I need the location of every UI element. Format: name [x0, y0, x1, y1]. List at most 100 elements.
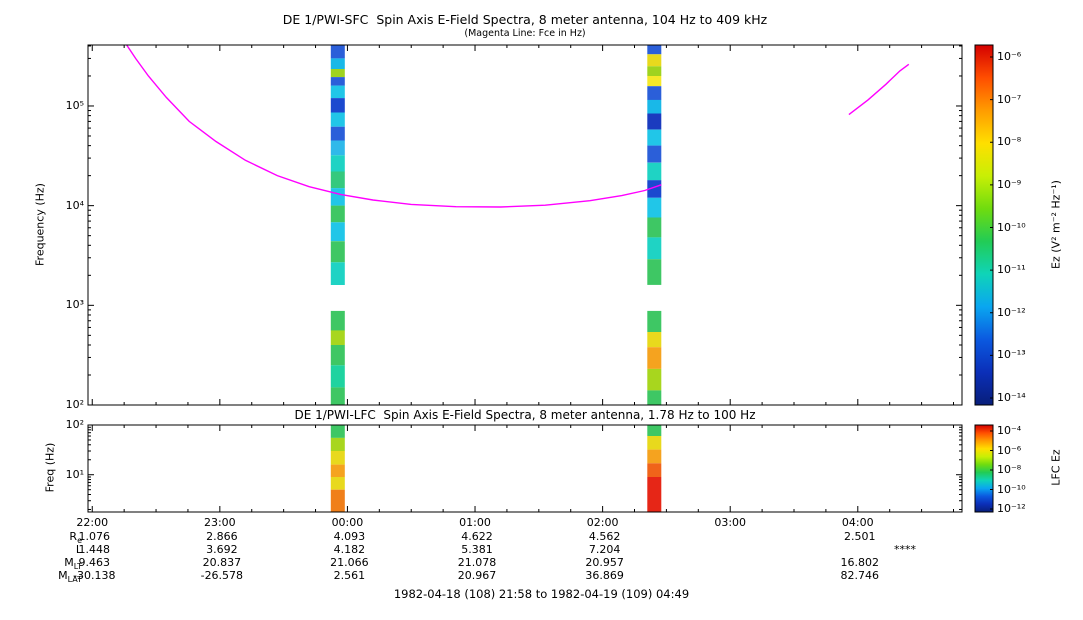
- time-tick-label: 01:00: [459, 516, 491, 529]
- spectrogram-segment: [330, 437, 345, 451]
- spectrogram-segment: [330, 77, 345, 86]
- spectrogram-segment: [330, 98, 345, 113]
- colorbar-tick-label: 10⁻¹⁰: [997, 220, 1026, 234]
- y-tick-label: 10³: [65, 298, 84, 312]
- ephemeris-value: 4.093: [333, 530, 366, 543]
- ephemeris-value: 4.182: [333, 543, 366, 556]
- spectrogram-segment: [647, 436, 662, 450]
- spectrogram-segment: [330, 477, 345, 490]
- ephemeris-value: 2.561: [333, 569, 366, 582]
- fce-line: [126, 44, 662, 208]
- lfc-colorbar-label: LFC Ez: [1049, 449, 1063, 486]
- spectrogram-segment: [647, 113, 662, 130]
- ephemeris-value: 20.967: [457, 569, 497, 582]
- colorbar-tick-label: 10⁻¹⁴: [997, 391, 1026, 404]
- time-tick-label: 02:00: [586, 516, 619, 529]
- ephemeris-value: 20.837: [202, 556, 242, 569]
- ephemeris-value: 4.622: [461, 530, 493, 543]
- spectrogram-segment: [330, 451, 345, 465]
- spectrogram-segment: [647, 425, 662, 436]
- ephemeris-value: 1.076: [78, 530, 110, 543]
- colorbar-tick-label: 10⁻¹¹: [997, 263, 1026, 277]
- spectrogram-segment: [330, 126, 345, 141]
- spectrogram-segment: [647, 76, 662, 87]
- ephemeris-row-label: MLAT: [58, 569, 82, 585]
- spectrogram-segment: [330, 387, 345, 405]
- ephemeris-row-label: MLT: [64, 556, 82, 572]
- spectrogram-segment: [647, 332, 662, 348]
- spectrogram-segment: [330, 155, 345, 172]
- colorbar-tick-label: 10⁻⁶: [997, 443, 1022, 457]
- spectrogram-segment: [647, 259, 662, 285]
- colorbar: [974, 424, 994, 513]
- ephemeris-value: ****: [894, 543, 916, 556]
- y-tick-label: 10⁵: [65, 98, 84, 112]
- colorbar-tick-label: 10⁻¹²: [997, 305, 1026, 319]
- ephemeris-value: 21.066: [330, 556, 369, 569]
- spectrogram-segment: [330, 140, 345, 156]
- time-range-footer: 1982-04-18 (108) 21:58 to 1982-04-19 (10…: [393, 587, 690, 601]
- spectrogram-segment: [330, 365, 345, 388]
- panel-frame: [87, 424, 963, 513]
- spectrogram-segment: [330, 205, 345, 223]
- spectrogram-segment: [647, 368, 662, 391]
- spectrogram-segment: [330, 69, 345, 78]
- panel-frame: [87, 44, 963, 406]
- spectrogram-segment: [647, 347, 662, 369]
- ephemeris-value: 7.204: [588, 543, 621, 556]
- colorbar-tick-label: 10⁻⁸: [997, 463, 1022, 476]
- ephemeris-value: 2.866: [206, 530, 238, 543]
- ephemeris-value: 82.746: [840, 569, 880, 582]
- ephemeris-value: -26.578: [200, 569, 244, 582]
- spectrogram-segment: [330, 188, 345, 206]
- spectrogram-segment: [647, 180, 662, 198]
- time-tick-label: 23:00: [203, 516, 236, 529]
- spectrogram-segment: [647, 66, 662, 76]
- spectrogram-segment: [647, 162, 662, 181]
- spectrogram-segment: [330, 241, 345, 263]
- ephemeris-value: 4.562: [588, 530, 621, 543]
- ephemeris-value: 21.078: [457, 556, 497, 569]
- time-tick-label: 04:00: [841, 516, 874, 529]
- colorbar-tick-label: 10⁻⁴: [997, 424, 1022, 437]
- spectrogram-segment: [330, 310, 345, 331]
- spectrogram-segment: [330, 58, 345, 69]
- spectrogram-segment: [647, 310, 662, 332]
- ephemeris-value: 9.463: [78, 556, 110, 569]
- sfc-colorbar-label: Ez (V² m⁻² Hz⁻¹): [1049, 180, 1063, 269]
- spectrogram-segment: [647, 217, 662, 238]
- ephemeris-value: 3.692: [206, 543, 238, 556]
- spectrogram-segment: [330, 222, 345, 242]
- spectrogram-segment: [647, 237, 662, 260]
- ephemeris-value: 5.381: [461, 543, 493, 556]
- sfc-panel-title: DE 1/PWI-SFC Spin Axis E-Field Spectra, …: [282, 12, 768, 27]
- colorbar-tick-label: 10⁻⁷: [997, 92, 1022, 106]
- time-tick-label: 22:00: [76, 516, 109, 529]
- spectrogram-segment: [647, 86, 662, 100]
- spectrogram-segment: [330, 45, 345, 59]
- time-tick-label: 00:00: [331, 516, 364, 529]
- ephemeris-value: 2.501: [844, 530, 876, 543]
- spectrogram-segment: [647, 45, 662, 55]
- y-tick-label: 10⁴: [65, 198, 84, 212]
- spectrogram-segment: [647, 129, 662, 146]
- fce-line: [848, 63, 910, 116]
- lfc-panel-title: DE 1/PWI-LFC Spin Axis E-Field Spectra, …: [294, 408, 756, 422]
- spectrogram-segment: [647, 449, 662, 464]
- spectrogram-segment: [647, 99, 662, 114]
- spectrogram-segment: [647, 197, 662, 218]
- spectrogram-segment: [330, 425, 345, 438]
- ephemeris-row-label: L: [75, 543, 82, 556]
- spectrogram-segment: [330, 345, 345, 366]
- y-tick-label: 10²: [65, 398, 84, 411]
- colorbar-tick-label: 10⁻¹⁰: [997, 482, 1026, 496]
- spectrogram-segment: [647, 463, 662, 477]
- colorbar-tick-label: 10⁻⁸: [997, 135, 1022, 149]
- colorbar: [974, 44, 994, 406]
- spectrogram-segment: [330, 262, 345, 285]
- colorbar-tick-label: 10⁻⁹: [997, 177, 1022, 191]
- spectrogram-segment: [330, 489, 345, 512]
- sfc-y-axis-label: Frequency (Hz): [33, 183, 47, 266]
